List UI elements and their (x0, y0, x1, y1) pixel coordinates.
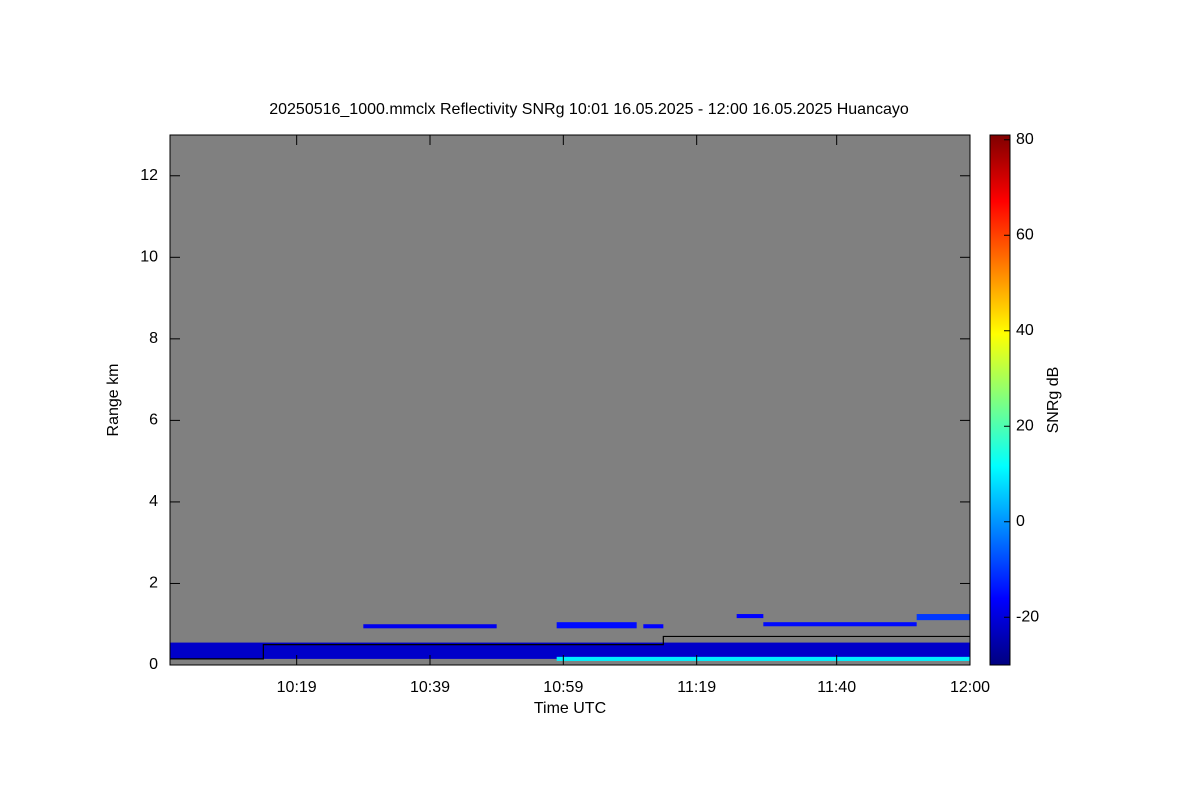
x-tick-label: 10:39 (410, 679, 450, 696)
echo-layer (363, 624, 497, 629)
y-tick-label: 10 (140, 249, 158, 266)
echo-layer (643, 624, 664, 629)
colorbar-tick-label: 40 (1016, 322, 1034, 339)
y-axis-label: Range km (105, 364, 122, 437)
y-tick-label: 2 (149, 575, 158, 592)
y-tick-label: 12 (140, 167, 158, 184)
x-tick-label: 10:59 (543, 679, 583, 696)
echo-layer (736, 614, 764, 619)
x-axis-label: Time UTC (534, 700, 606, 717)
y-tick-label: 4 (149, 493, 158, 510)
x-tick-label: 10:19 (277, 679, 317, 696)
echo-layer (556, 656, 970, 661)
colorbar-tick-label: 0 (1016, 513, 1025, 530)
echo-layer (763, 622, 917, 627)
line (170, 635, 970, 660)
y-tick-label: 6 (149, 412, 158, 429)
echo-layer (170, 642, 970, 659)
x-tick-label: 11:19 (677, 679, 716, 696)
y-tick-label: 0 (149, 656, 158, 673)
plot-frame (169, 134, 971, 666)
plot-background (170, 135, 970, 665)
chart-title: 20250516_1000.mmclx Reflectivity SNRg 10… (269, 101, 909, 118)
colorbar-tick-label: 60 (1016, 226, 1034, 243)
colorbar-tick-label: 20 (1016, 417, 1034, 434)
echo-layer (556, 622, 637, 629)
x-tick-label: 12:00 (950, 679, 990, 696)
colorbar-label: SNRg dB (1045, 367, 1062, 434)
echo-layer (916, 614, 970, 621)
colorbar-tick-label: -20 (1016, 608, 1039, 625)
colorbar (989, 134, 1011, 666)
x-tick-label: 11:40 (817, 679, 856, 696)
colorbar-tick-label: 80 (1016, 131, 1034, 148)
y-tick-label: 8 (149, 330, 158, 347)
